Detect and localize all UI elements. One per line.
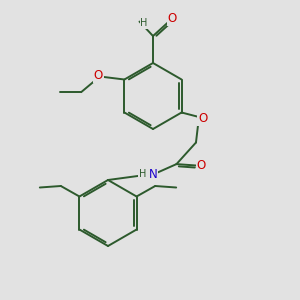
Text: O: O [168,12,177,25]
Text: O: O [198,112,207,125]
Text: H: H [139,169,146,179]
Text: O: O [196,159,206,172]
Text: O: O [94,69,103,82]
Text: N: N [148,168,157,181]
Text: H: H [140,18,148,28]
